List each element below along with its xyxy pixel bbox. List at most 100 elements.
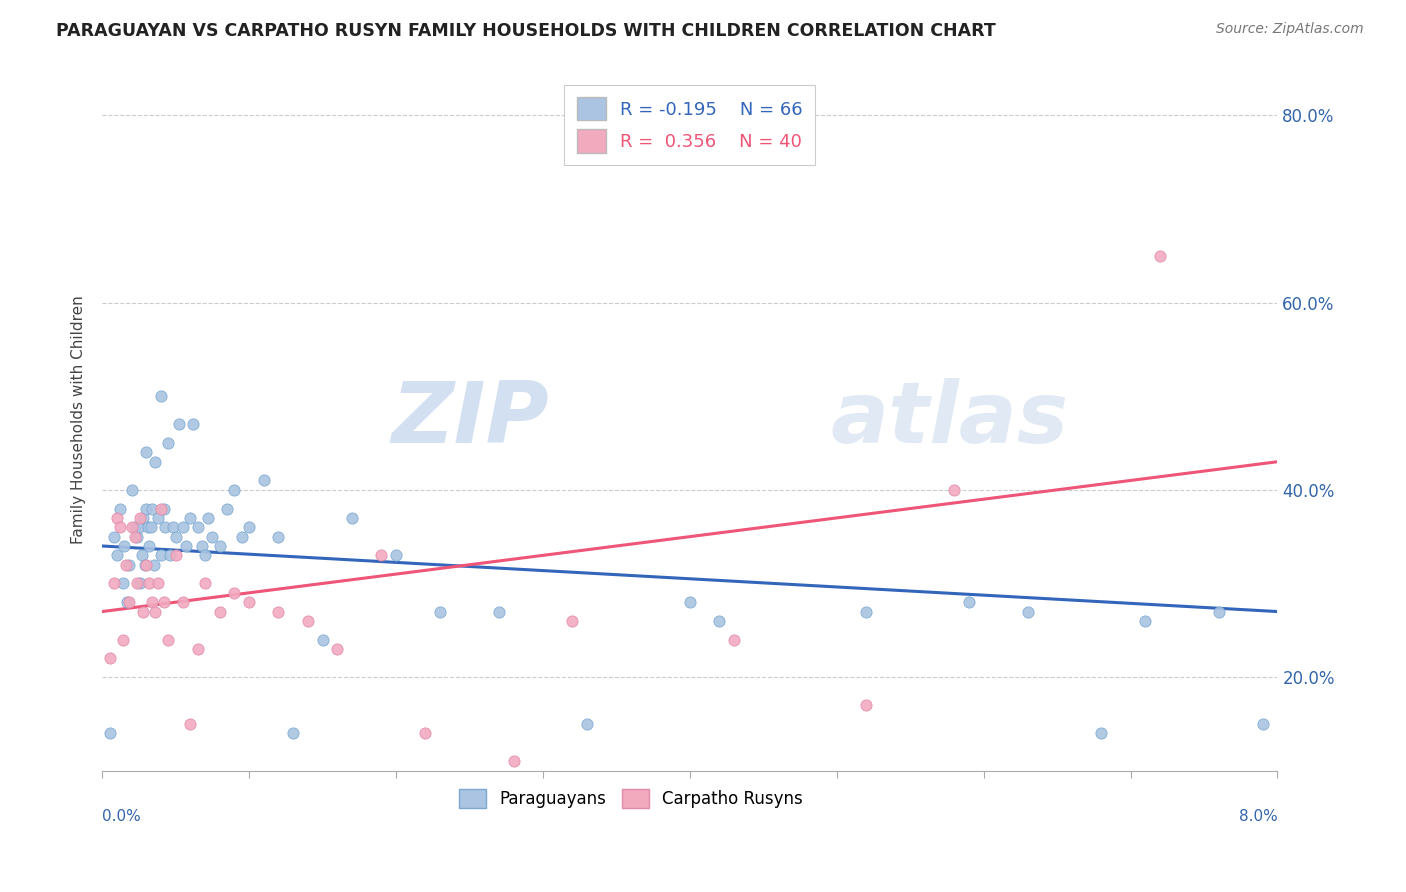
Point (224, 586, 246, 600)
Point (165, 549, 187, 563)
Point (187, 520, 209, 534)
Text: ZIP: ZIP (391, 378, 548, 461)
Point (115, 595, 138, 609)
Point (135, 445, 157, 459)
Point (98, 651, 121, 665)
Point (208, 605, 231, 619)
Point (179, 511, 201, 525)
Point (326, 642, 349, 657)
Point (385, 549, 408, 563)
Text: atlas: atlas (831, 378, 1069, 461)
Point (943, 483, 966, 497)
Point (159, 549, 181, 563)
Point (105, 511, 128, 525)
Point (149, 501, 172, 516)
Point (1251, 717, 1274, 731)
Point (153, 595, 176, 609)
Point (1090, 726, 1112, 740)
Point (224, 483, 246, 497)
Point (488, 605, 510, 619)
Point (111, 576, 134, 591)
Point (957, 595, 980, 609)
Point (165, 530, 187, 544)
Text: 0.0%: 0.0% (103, 809, 141, 824)
Point (143, 605, 166, 619)
Point (136, 520, 159, 534)
Point (103, 530, 125, 544)
Point (121, 483, 143, 497)
Point (1135, 614, 1157, 628)
Point (502, 755, 524, 769)
Point (138, 539, 160, 553)
Point (283, 726, 305, 740)
Point (1149, 249, 1171, 263)
Point (634, 773, 657, 788)
Point (253, 474, 276, 488)
Point (131, 549, 153, 563)
Point (267, 605, 290, 619)
Point (297, 614, 319, 628)
Legend: R = -0.195    N = 66, R =  0.356    N = 40: R = -0.195 N = 66, R = 0.356 N = 40 (564, 85, 815, 165)
Point (172, 595, 194, 609)
Point (134, 558, 156, 572)
Point (238, 520, 260, 534)
Point (370, 549, 392, 563)
Y-axis label: Family Households with Children: Family Households with Children (72, 295, 86, 544)
Point (149, 549, 172, 563)
Point (127, 576, 149, 591)
Point (98, 726, 121, 740)
Point (141, 595, 163, 609)
Point (267, 530, 290, 544)
Text: 8.0%: 8.0% (1239, 809, 1278, 824)
Point (135, 501, 157, 516)
Point (179, 717, 201, 731)
Point (723, 632, 745, 647)
Point (181, 417, 204, 432)
Point (194, 549, 217, 563)
Point (135, 558, 157, 572)
Point (187, 642, 209, 657)
Point (709, 614, 731, 628)
Point (575, 717, 598, 731)
Point (146, 576, 169, 591)
Point (231, 530, 253, 544)
Point (201, 530, 224, 544)
Point (311, 632, 333, 647)
Point (138, 576, 160, 591)
Point (129, 511, 152, 525)
Point (855, 698, 877, 713)
Point (855, 605, 877, 619)
Point (172, 520, 194, 534)
Point (174, 539, 197, 553)
Point (1017, 605, 1039, 619)
Point (103, 576, 125, 591)
Point (127, 530, 149, 544)
Point (429, 605, 451, 619)
Point (208, 539, 231, 553)
Point (108, 520, 131, 534)
Point (162, 520, 184, 534)
Point (112, 539, 135, 553)
Point (118, 558, 141, 572)
Point (128, 520, 150, 534)
Point (217, 501, 239, 516)
Point (111, 632, 134, 647)
Point (157, 632, 180, 647)
Point (108, 501, 131, 516)
Point (194, 576, 217, 591)
Point (143, 455, 166, 469)
Point (139, 520, 162, 534)
Text: PARAGUAYAN VS CARPATHO RUSYN FAMILY HOUSEHOLDS WITH CHILDREN CORRELATION CHART: PARAGUAYAN VS CARPATHO RUSYN FAMILY HOUS… (56, 22, 995, 40)
Point (142, 558, 165, 572)
Point (415, 726, 437, 740)
Point (132, 511, 155, 525)
Point (118, 595, 141, 609)
Point (129, 576, 152, 591)
Point (238, 595, 260, 609)
Point (132, 605, 155, 619)
Point (105, 549, 128, 563)
Point (561, 614, 583, 628)
Point (157, 436, 180, 450)
Point (340, 511, 363, 525)
Point (197, 511, 219, 525)
